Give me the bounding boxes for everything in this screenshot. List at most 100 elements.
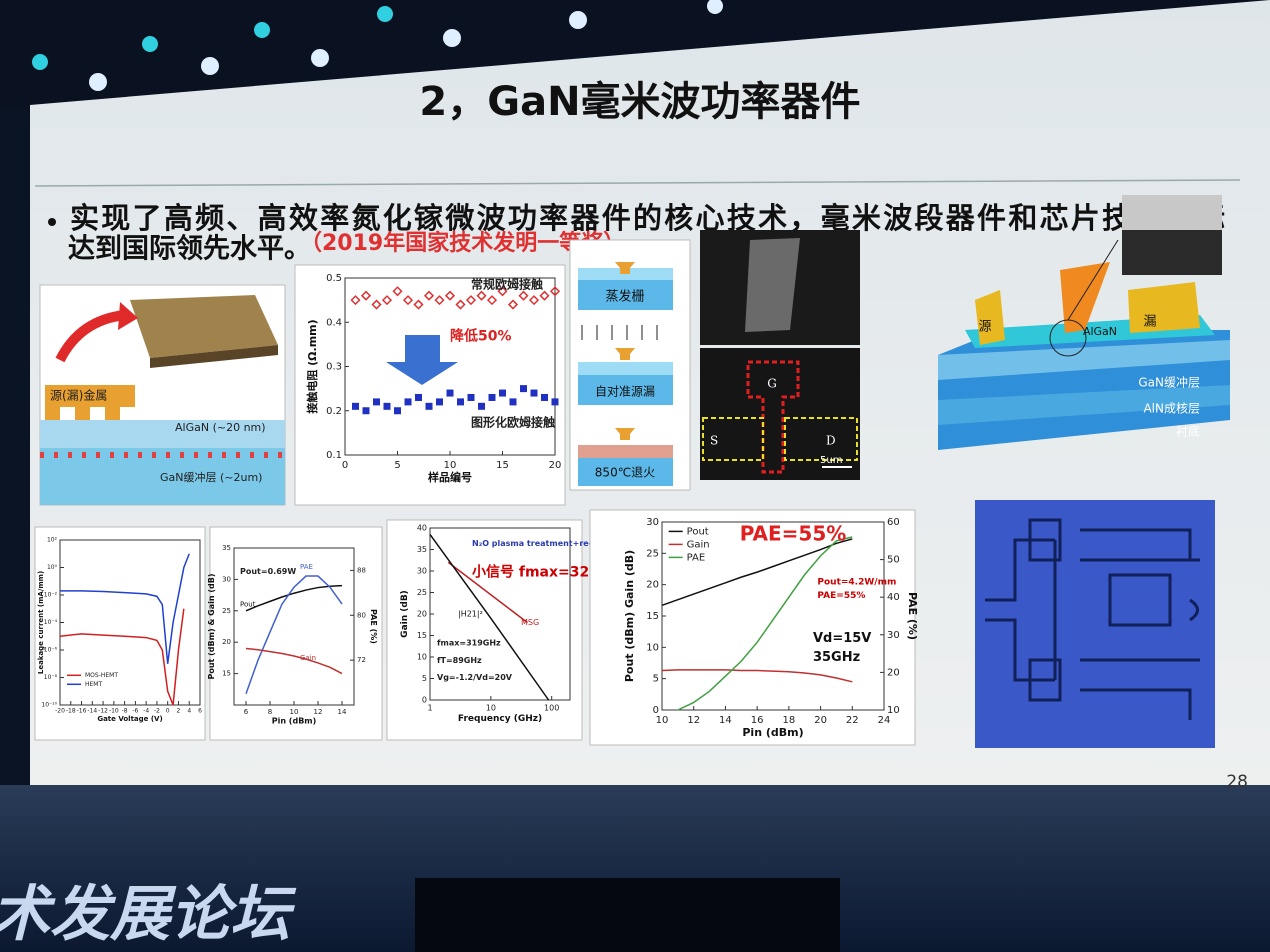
data-line — [661, 538, 853, 607]
data-line — [677, 536, 853, 711]
data-point — [415, 393, 422, 401]
data-point — [497, 286, 508, 297]
bullet-line: 达到国际领先水平。 — [68, 234, 311, 265]
series-label: MSG — [521, 618, 539, 627]
legend-label: Gain — [687, 539, 710, 550]
x-tick-label: -20 — [55, 708, 65, 715]
y-axis-label: Pout (dBm) & Gain (dB) — [207, 573, 216, 679]
data-point — [373, 398, 380, 406]
y-tick-label: 35 — [417, 545, 427, 554]
y-tick-label: 20 — [417, 610, 427, 619]
x-tick-label: 12 — [314, 708, 323, 716]
data-point — [413, 299, 424, 310]
y2-tick-label: 88 — [357, 566, 366, 574]
sem-label: D — [826, 434, 836, 448]
scale-bar-label: 5um — [820, 455, 842, 466]
data-point — [352, 402, 359, 410]
data-point — [530, 389, 538, 397]
data-line — [429, 534, 550, 701]
bullet-dot — [48, 218, 56, 226]
data-line — [60, 553, 190, 664]
x-tick-label: -12 — [98, 708, 108, 715]
process-figure: 蒸发栅 自对准源漏 850℃退火 — [569, 239, 691, 491]
layer-label: GaN缓冲层 (~2um) — [160, 470, 262, 484]
data-point — [371, 299, 382, 310]
data-line — [447, 561, 528, 624]
y-tick-label: 25 — [417, 588, 427, 597]
device-layer: AlN成核层 — [1143, 402, 1200, 416]
data-point — [446, 389, 454, 397]
data-line — [245, 647, 343, 675]
data-point — [394, 407, 401, 415]
y-tick-label: 20 — [646, 580, 659, 591]
sem-figure: G S D 5um — [700, 230, 860, 480]
x-tick-label: 15 — [496, 460, 509, 471]
device-label: 漏 — [1143, 314, 1156, 330]
y-tick-label: 10⁻¹⁰ — [41, 702, 57, 709]
y-tick-label: 10⁻² — [44, 592, 58, 599]
y-tick-label: 15 — [646, 611, 659, 622]
y-tick-label: 0.4 — [326, 317, 342, 328]
data-line — [245, 584, 343, 612]
device-figure: 源 漏 AlGaN GaN缓冲层 AlN成核层 衬底 — [938, 195, 1230, 450]
x-tick-label: 20 — [549, 460, 562, 471]
stage-lights — [32, 0, 723, 91]
data-line — [661, 669, 853, 683]
x-tick-label: 5 — [394, 460, 400, 471]
y2-tick-label: 30 — [887, 630, 900, 641]
legend-label: MOS-HEMT — [85, 672, 118, 679]
sem-label: S — [710, 434, 718, 448]
data-point — [425, 402, 433, 410]
x-tick-label: 14 — [338, 708, 347, 716]
x-axis-label: 样品编号 — [428, 470, 472, 484]
structure-figure: 源(漏)金属 AlGaN (~20 nm) GaN缓冲层 (~2um) — [39, 284, 286, 506]
y-tick-label: 15 — [417, 631, 427, 640]
x-tick-label: -8 — [122, 708, 128, 715]
data-point — [436, 398, 443, 406]
y-tick-label: 5 — [653, 674, 659, 685]
process-step: 850℃退火 — [595, 466, 655, 480]
y-tick-label: 15 — [222, 670, 231, 678]
figure-panel — [386, 519, 583, 741]
data-point — [539, 290, 550, 301]
x-tick-label: 18 — [782, 715, 795, 726]
x-tick-label: 12 — [687, 715, 700, 726]
data-point — [360, 290, 372, 301]
data-point — [455, 299, 466, 310]
figure-panel — [589, 509, 916, 746]
x-axis-label: Pin (dBm) — [742, 726, 803, 739]
x-tick-label: 8 — [268, 708, 272, 716]
legend-label: HEMT — [85, 681, 102, 688]
monitor — [415, 878, 840, 952]
x-tick-label: 6 — [198, 708, 202, 715]
y2-tick-label: 60 — [887, 517, 900, 528]
data-point — [434, 295, 445, 306]
annotation: PAE=55% — [817, 591, 865, 601]
annotation: fmax=319GHz — [437, 639, 501, 648]
annotation: N₂O plasma treatment+recess gate — [472, 539, 632, 548]
x-tick-label: 10 — [656, 715, 669, 726]
x-tick-label: 0 — [342, 460, 348, 471]
page-number: 28 — [1226, 772, 1248, 792]
y2-tick-label: 72 — [357, 656, 366, 664]
x-tick-label: 22 — [846, 715, 859, 726]
device-label: 源 — [978, 320, 991, 335]
data-point — [478, 402, 485, 410]
data-point — [499, 389, 506, 397]
data-point — [381, 295, 393, 306]
data-point — [507, 299, 519, 310]
data-point — [362, 407, 370, 415]
y-axis-label: Gain (dB) — [400, 590, 410, 638]
slide-title: 2，GaN毫米波功率器件 — [419, 79, 860, 125]
data-point — [457, 398, 464, 406]
x-tick-label: -18 — [66, 708, 76, 715]
x-tick-label: -16 — [77, 708, 87, 715]
y-tick-label: 10 — [417, 653, 427, 662]
x-tick-label: 24 — [878, 715, 891, 726]
y-tick-label: 40 — [417, 524, 427, 533]
annotation: Vg=-1.2/Vd=20V — [437, 673, 513, 682]
series-label: Gain — [300, 654, 316, 662]
x-tick-label: 4 — [187, 708, 191, 715]
legend-label: PAE — [687, 552, 706, 563]
